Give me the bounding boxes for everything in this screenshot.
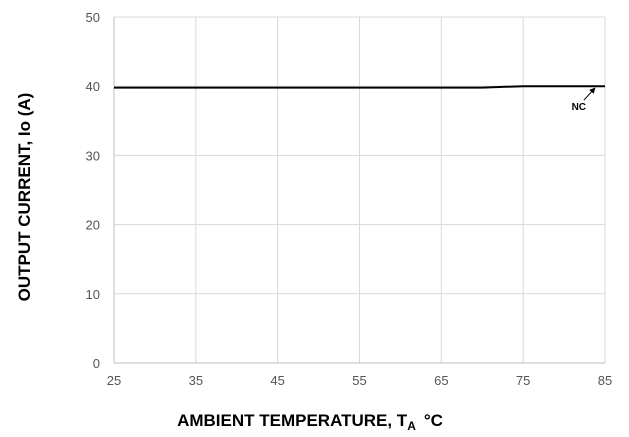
y-axis-title: OUTPUT CURRENT, Io (A) [15, 93, 34, 302]
x-tick-label-75: 75 [516, 373, 530, 388]
annotation-arrow [583, 87, 596, 101]
x-tick-label-35: 35 [189, 373, 203, 388]
x-tick-label-55: 55 [352, 373, 366, 388]
y-tick-label-30: 30 [86, 148, 100, 163]
y-tick-label-10: 10 [86, 287, 100, 302]
annotations: NC [572, 87, 596, 113]
tick-labels: 25 35 45 55 65 75 85 0 10 20 30 40 50 [86, 10, 613, 388]
axes [113, 17, 605, 364]
x-axis-title: AMBIENT TEMPERATURE, TA °C [177, 411, 443, 433]
y-tick-label-40: 40 [86, 79, 100, 94]
x-axis-title-unit: °C [424, 411, 443, 430]
x-tick-label-25: 25 [107, 373, 121, 388]
series-line-nc [114, 85, 605, 89]
series-group [114, 85, 605, 89]
y-tick-label-50: 50 [86, 10, 100, 25]
annotation-label: NC [572, 102, 586, 113]
x-axis-title-main: AMBIENT TEMPERATURE, T [177, 411, 408, 430]
y-tick-label-20: 20 [86, 218, 100, 233]
x-tick-label-85: 85 [598, 373, 612, 388]
x-axis-title-subscript: A [407, 419, 416, 433]
x-tick-label-45: 45 [270, 373, 284, 388]
grid [114, 16, 606, 363]
x-tick-label-65: 65 [434, 373, 448, 388]
y-tick-label-0: 0 [93, 356, 100, 371]
